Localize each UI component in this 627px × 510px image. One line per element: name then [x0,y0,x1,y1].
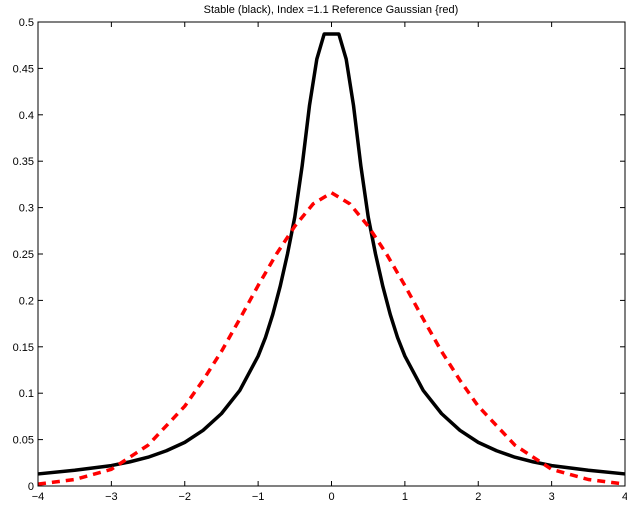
y-tick-label: 0.2 [19,295,34,307]
axis-ticks: −4 −3 −2 −1 0 1 2 3 4 0 0.05 0.1 0.15 0.2 0.25 0.3 0.35 0… [13,17,627,503]
series-line-2 [37,191,626,486]
y-tick-label: 0.05 [13,435,34,447]
y-tick-label: 0 [28,481,34,493]
x-tick-label: −1 [252,491,265,503]
y-tick-label: 0.4 [19,110,34,122]
plot-area [38,22,625,486]
y-tick-label: 0.45 [13,63,34,75]
y-tick-label: 0.35 [13,156,34,168]
y-tick-label: 0.25 [13,249,34,261]
x-tick-label: 1 [402,491,408,503]
x-tick-label: −3 [105,491,118,503]
x-tick-label: −4 [32,491,45,503]
series-line-1 [37,32,626,476]
x-tick-label: −2 [178,491,191,503]
x-tick-label: 4 [622,491,627,503]
y-tick-label: 0.1 [19,388,34,400]
y-tick-label: 0.3 [19,203,34,215]
y-tick-label: 0.15 [13,342,34,354]
x-tick-label: 2 [475,491,481,503]
chart-title: Stable (black), Index =1.1 Reference Gau… [204,4,459,16]
x-tick-label: 0 [328,491,334,503]
series-group [37,32,626,486]
y-tick-label: 0.5 [19,17,34,29]
x-tick-label: 3 [549,491,555,503]
axes-frame [37,21,626,487]
